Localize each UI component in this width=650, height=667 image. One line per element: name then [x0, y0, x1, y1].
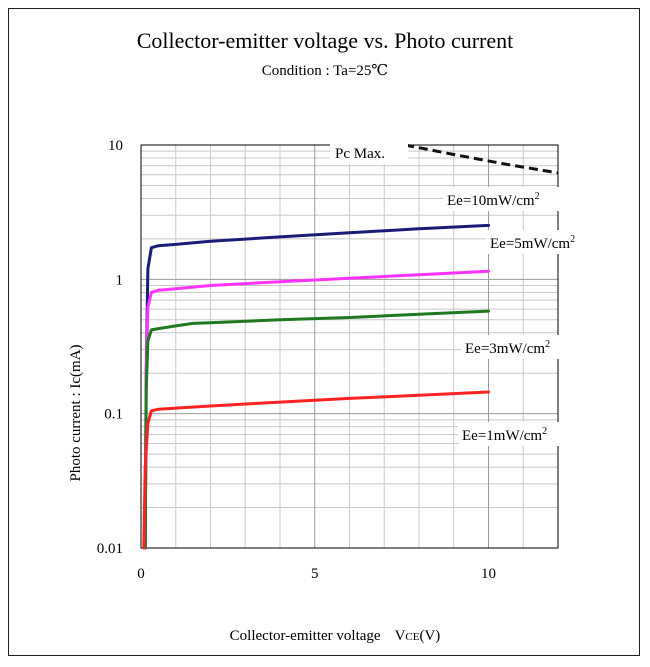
chart-title: Collector-emitter voltage vs. Photo curr… [136, 28, 514, 53]
x-axis-label-sub: CE [405, 631, 419, 643]
x-tick-label: 5 [311, 566, 319, 582]
series-label-bg [486, 230, 606, 254]
series-line [142, 390, 490, 550]
pc-max-label: Pc Max. [335, 146, 385, 162]
series-label: Ee=10mW/cm2 [447, 191, 540, 209]
y-tick-label: 1 [116, 272, 124, 288]
y-tick-label: 0.01 [97, 541, 123, 557]
series-line [143, 309, 490, 550]
ticks-layer: 0 5 10 0.01 0.1 1 10 [97, 138, 496, 582]
series-label: Ee=3mW/cm2 [465, 339, 550, 357]
x-axis-label-symbol: V [395, 628, 406, 644]
x-tick-label: 10 [481, 566, 496, 582]
x-axis-label: Collector-emitter voltage VCE(V) [230, 628, 441, 644]
x-axis-label-unit: (V) [419, 628, 440, 644]
y-tick-label: 0.1 [104, 407, 123, 423]
series-label: Ee=5mW/cm2 [490, 234, 575, 252]
chart-subtitle: Condition : Ta=25℃ [261, 63, 389, 79]
y-axis-label: Photo current : Ic(mA) [68, 344, 84, 481]
x-tick-label: 0 [137, 566, 145, 582]
series-layer [142, 143, 559, 550]
series-label-bg [461, 335, 587, 359]
y-tick-label: 10 [108, 138, 123, 154]
series-line [143, 269, 490, 550]
series-label-bg [458, 422, 584, 446]
pc-max-line [404, 143, 559, 175]
pc-max-label-bg [330, 140, 408, 164]
series-label: Ee=1mW/cm2 [462, 426, 547, 444]
series-label-bg [443, 187, 581, 211]
labels-layer: Ee=10mW/cm2 Ee=5mW/cm2 Ee=3mW/cm2 Ee=1mW/cm… [330, 140, 606, 446]
x-axis-label-main: Collector-emitter voltage [230, 628, 381, 644]
